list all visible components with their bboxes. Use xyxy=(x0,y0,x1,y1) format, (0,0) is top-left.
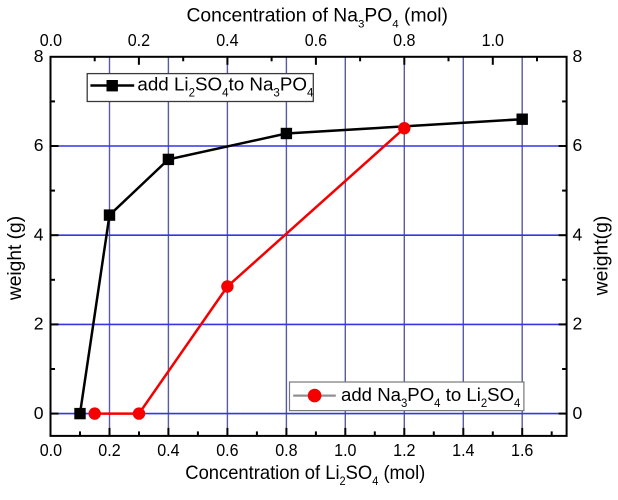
svg-text:0.8: 0.8 xyxy=(275,440,297,460)
svg-text:0.0: 0.0 xyxy=(40,440,62,460)
svg-text:4: 4 xyxy=(573,224,583,244)
svg-text:0.6: 0.6 xyxy=(305,30,327,50)
svg-text:8: 8 xyxy=(573,46,583,66)
svg-text:0.4: 0.4 xyxy=(216,30,238,50)
svg-text:1.6: 1.6 xyxy=(511,440,533,460)
svg-text:1.2: 1.2 xyxy=(393,440,415,460)
svg-text:4: 4 xyxy=(34,224,44,244)
svg-text:0: 0 xyxy=(34,403,44,423)
svg-text:6: 6 xyxy=(34,135,44,155)
svg-text:0: 0 xyxy=(573,403,583,423)
svg-text:Concentration of Na3PO4 (mol): Concentration of Na3PO4 (mol) xyxy=(186,5,447,30)
svg-text:6: 6 xyxy=(573,135,583,155)
svg-text:0.4: 0.4 xyxy=(157,440,179,460)
svg-text:weight(g): weight(g) xyxy=(591,216,612,297)
svg-text:0.8: 0.8 xyxy=(393,30,415,50)
svg-text:1.0: 1.0 xyxy=(482,30,504,50)
svg-text:8: 8 xyxy=(34,46,44,66)
svg-text:0.2: 0.2 xyxy=(128,30,150,50)
svg-text:0.0: 0.0 xyxy=(40,30,62,50)
svg-text:0.2: 0.2 xyxy=(98,440,120,460)
svg-text:2: 2 xyxy=(34,314,44,334)
svg-text:1.4: 1.4 xyxy=(452,440,474,460)
svg-text:2: 2 xyxy=(573,314,583,334)
svg-text:1.0: 1.0 xyxy=(334,440,356,460)
svg-text:0.6: 0.6 xyxy=(216,440,238,460)
svg-text:weight (g): weight (g) xyxy=(5,216,26,301)
